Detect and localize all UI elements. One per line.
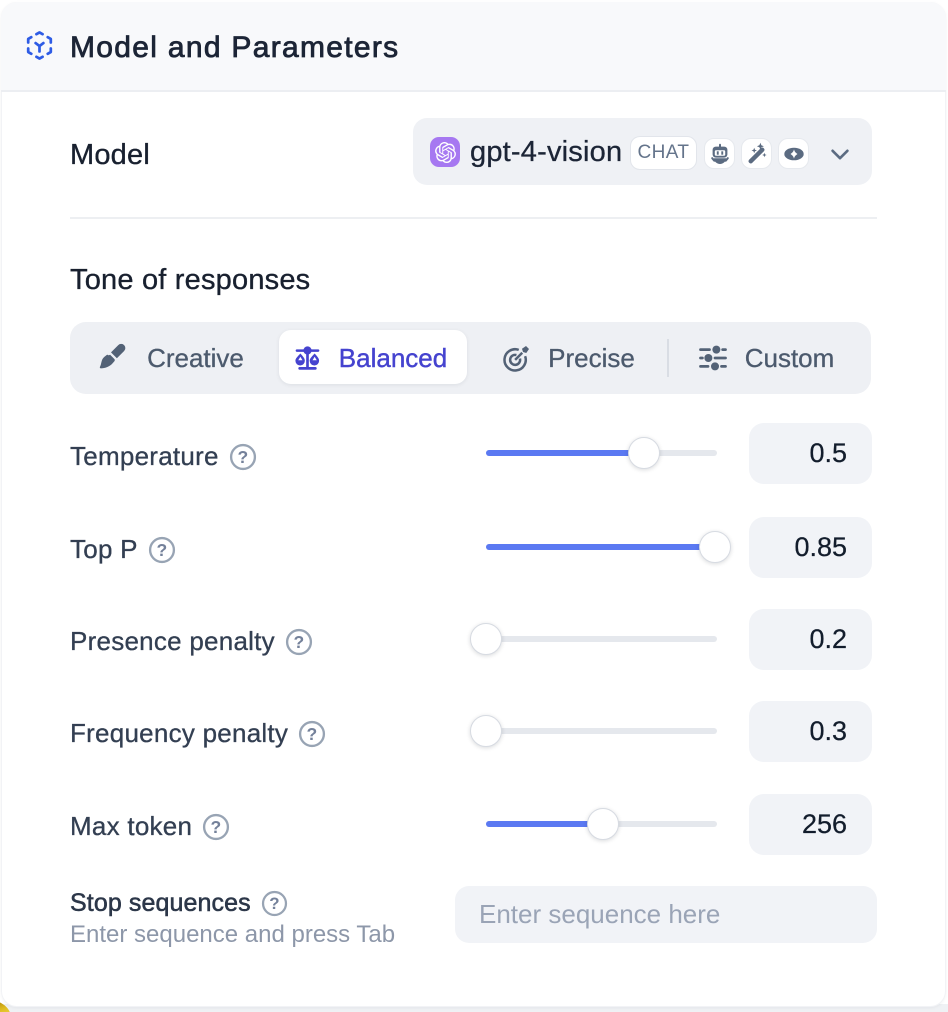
svg-text:?: ? xyxy=(269,894,279,913)
svg-text:?: ? xyxy=(211,817,222,837)
svg-text:?: ? xyxy=(293,632,304,652)
svg-text:?: ? xyxy=(156,540,167,560)
svg-text:?: ? xyxy=(237,447,248,467)
svg-text:?: ? xyxy=(307,724,318,744)
